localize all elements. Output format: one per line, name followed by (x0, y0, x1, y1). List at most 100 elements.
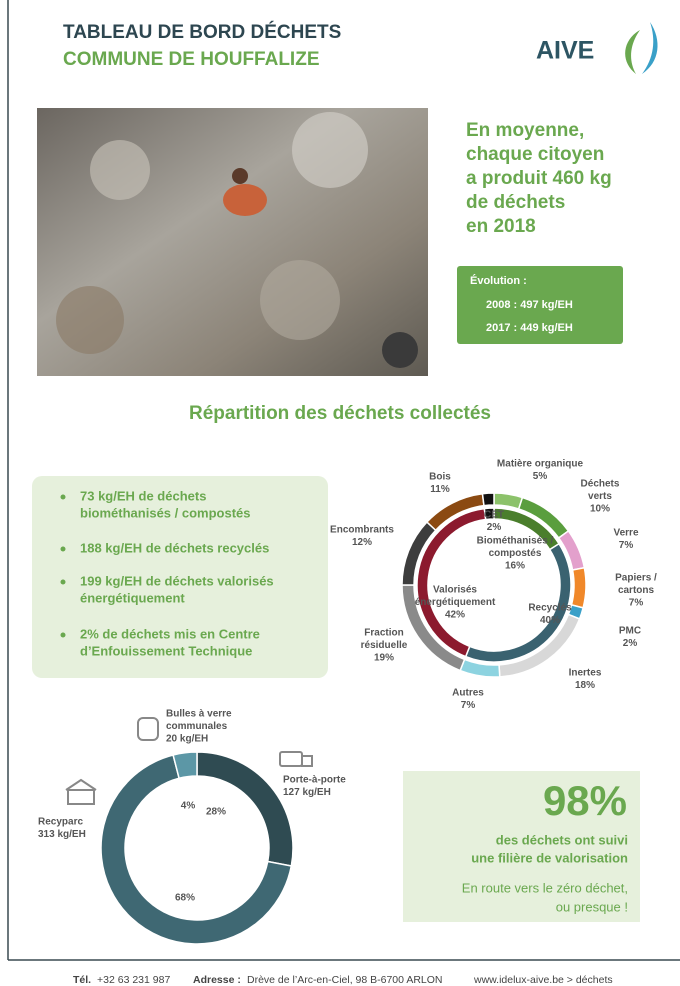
bullet-text: 2% de déchets mis en Centre (80, 626, 260, 641)
segment-label: compostés (489, 548, 542, 559)
donut-segment (571, 568, 586, 608)
logo-leaf (625, 30, 640, 74)
segment-label: Déchets (581, 479, 620, 490)
segment-label: cartons (618, 585, 655, 596)
value-label: 2% (623, 638, 638, 649)
value-label: 4% (181, 801, 196, 812)
logo: AIVE (536, 22, 658, 74)
photo-detail (56, 286, 124, 354)
value-label: 7% (619, 540, 634, 551)
page: TABLEAU DE BORD DÉCHETS COMMUNE DE HOUFF… (0, 0, 680, 986)
donut-segment (482, 493, 494, 506)
value-label: 68% (175, 893, 195, 904)
bullet-text: énergétiquement (80, 590, 185, 605)
segment-label: résiduelle (361, 640, 408, 651)
icon-glass-bank (138, 718, 158, 740)
section-title: Répartition des déchets collectés (189, 403, 491, 424)
hero-text: En moyenne, chaque citoyen a produit 460 k… (466, 120, 612, 237)
value-label: 2% (487, 522, 502, 533)
bullet-text: 199 kg/EH de déchets valorisés (80, 573, 274, 588)
evolution-title: Évolution : (470, 274, 527, 287)
logo-text: AIVE (536, 37, 594, 65)
footer-text: www.idelux-aive.be > déchets (473, 974, 613, 986)
segment-label: Recyclés (528, 603, 572, 614)
icon-truck (302, 756, 312, 766)
segment-label: Bois (429, 472, 451, 483)
title: TABLEAU DE BORD DÉCHETS (63, 21, 341, 43)
footer-label: Adresse : (193, 974, 241, 986)
highlight-line: une filière de valorisation (471, 850, 628, 865)
segment-amount: 313 kg/EH (38, 829, 86, 840)
value-label: 11% (430, 484, 450, 495)
photo-person (223, 184, 267, 216)
dashboard: TABLEAU DE BORD DÉCHETS COMMUNE DE HOUFF… (0, 0, 680, 986)
segment-label: CET (484, 510, 504, 521)
hero-line: En moyenne, (466, 120, 584, 141)
hero-line: a produit 460 kg (466, 168, 612, 189)
photo (37, 108, 428, 376)
value-label: 7% (629, 598, 644, 609)
photo-detail (292, 112, 368, 188)
segment-label: Valorisés (433, 585, 477, 596)
subtitle: COMMUNE DE HOUFFALIZE (63, 49, 320, 70)
logo-leaf (642, 22, 658, 74)
icon-truck (280, 752, 302, 766)
bullet-dot (61, 495, 66, 500)
bullet-dot (61, 633, 66, 638)
hero-line: chaque citoyen (466, 144, 604, 165)
segment-label: Inertes (569, 668, 602, 679)
footer-text: +32 63 231 987 (97, 974, 170, 986)
value-label: 5% (533, 471, 548, 482)
bullet-list: 73 kg/EH de déchets biométhanisés / compo… (61, 488, 274, 658)
highlight-value: 98% (543, 777, 627, 824)
evolution-line: 2017 : 449 kg/EH (486, 322, 573, 334)
photo-detail (382, 332, 418, 368)
bullet-text: d’Enfouissement Technique (80, 643, 252, 658)
photo-detail (90, 140, 150, 200)
segment-amount: 127 kg/EH (283, 787, 331, 798)
segment-label: énergétiquement (415, 597, 496, 608)
hero-line: en 2018 (466, 216, 536, 237)
segment-label: Verre (613, 528, 638, 539)
segment-label: Biométhanisés / (477, 536, 554, 547)
footer-text: Drève de l’Arc-en-Ciel, 98 B-6700 ARLON (247, 974, 443, 986)
value-label: 16% (505, 561, 525, 572)
segment-label: verts (588, 491, 612, 502)
evolution-line: 2008 : 497 kg/EH (486, 299, 573, 311)
value-label: 18% (575, 680, 595, 691)
photo-detail (260, 260, 340, 340)
segment-label: Matière organique (497, 459, 584, 470)
value-label: 10% (590, 504, 610, 515)
bullet-text: biométhanisés / compostés (80, 505, 251, 520)
segment-label: Papiers / (615, 573, 657, 584)
segment-label: Porte-à-porte (283, 775, 346, 786)
segment-label: Recyparc (38, 817, 83, 828)
icon-recyparc (68, 790, 94, 804)
bullet-text: 188 kg/EH de déchets recyclés (80, 540, 269, 555)
highlight-note: ou presque ! (556, 899, 628, 914)
bullet-text: 73 kg/EH de déchets (80, 488, 206, 503)
value-label: 19% (374, 653, 394, 664)
value-label: 42% (445, 610, 465, 621)
segment-label: communales (166, 721, 228, 732)
photo-person (232, 168, 248, 184)
value-label: 40% (540, 615, 560, 626)
icon-recyparc (66, 780, 96, 790)
value-label: 28% (206, 807, 226, 818)
segment-label: PMC (619, 626, 641, 637)
value-label: 12% (352, 537, 372, 548)
segment-label: Bulles à verre (166, 709, 232, 720)
footer-label: Tél. (73, 974, 91, 986)
value-label: 7% (461, 700, 476, 711)
segment-label: Fraction (364, 628, 403, 639)
segment-amount: 20 kg/EH (166, 734, 208, 745)
footer: Tél. +32 63 231 987 Adresse : Drève de l… (73, 974, 613, 986)
segment-label: Encombrants (330, 525, 394, 536)
bullet-dot (61, 547, 66, 552)
hero-line: de déchets (466, 192, 565, 213)
donut-segment (494, 493, 522, 509)
highlight-note: En route vers le zéro déchet, (462, 880, 628, 895)
highlight-line: des déchets ont suivi (496, 832, 628, 847)
segment-label: Autres (452, 688, 484, 699)
bullet-dot (61, 580, 66, 585)
